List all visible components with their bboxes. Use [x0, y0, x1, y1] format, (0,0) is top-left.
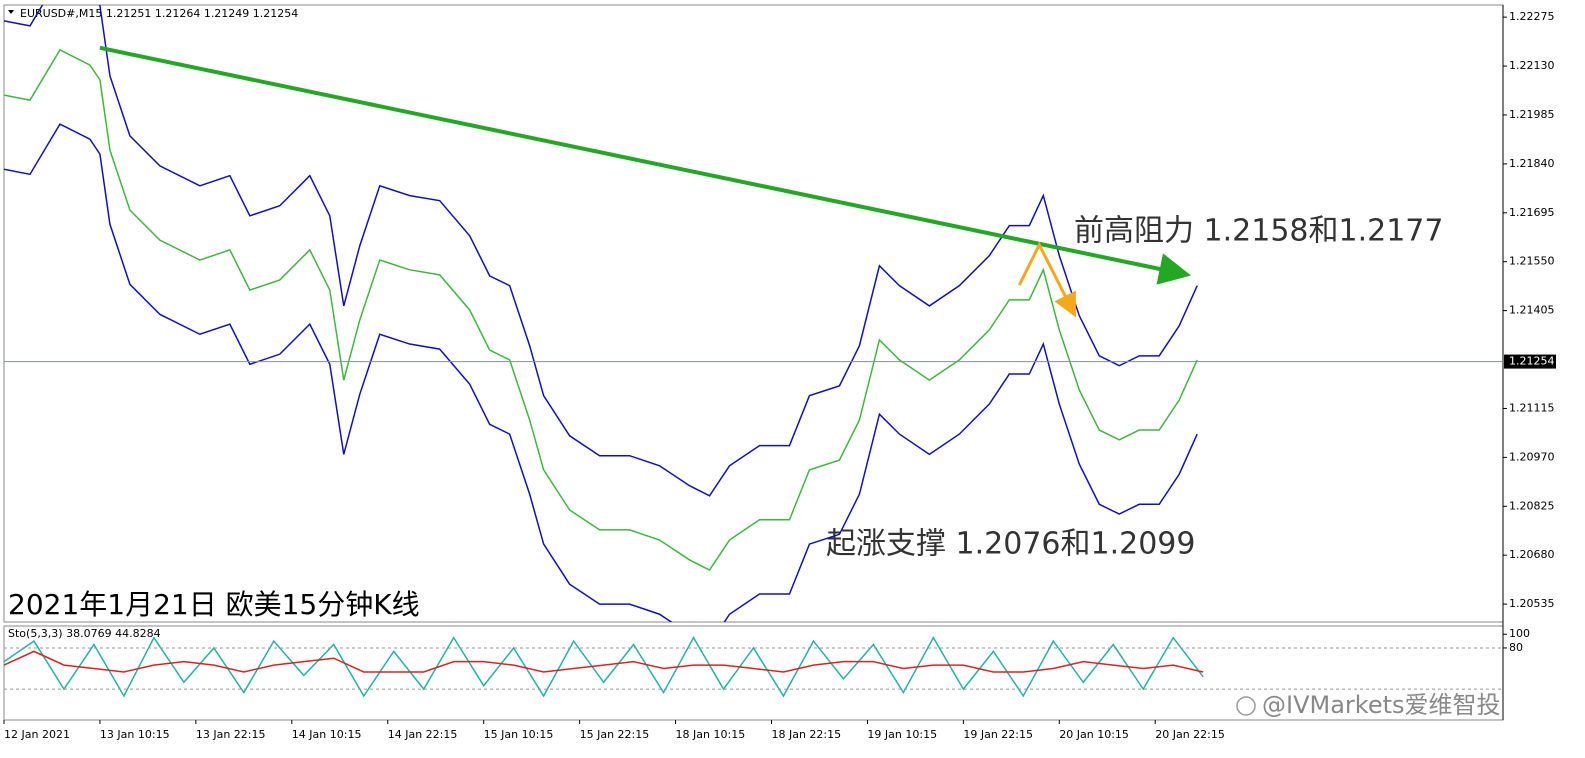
x-tick-label: 13 Jan 10:15	[100, 728, 170, 741]
annotation: 前高阻力 1.2158和1.2177	[1074, 214, 1443, 249]
x-tick-label: 13 Jan 22:15	[196, 728, 266, 741]
annotation: 起涨支撑 1.2076和1.2099	[826, 527, 1195, 562]
menu-icon[interactable]	[8, 10, 14, 14]
indicator-label: Sto(5,3,3) 38.0769 44.8284	[8, 627, 161, 640]
chart-title: 2021年1月21日 欧美15分钟K线	[8, 588, 420, 621]
watermark-logo	[1236, 696, 1256, 716]
y-tick-label: 1.21550	[1509, 255, 1555, 268]
x-tick-label: 12 Jan 2021	[4, 728, 70, 741]
x-tick-label: 15 Jan 10:15	[484, 728, 554, 741]
x-tick-label: 18 Jan 10:15	[676, 728, 746, 741]
last-price-box	[1504, 354, 1556, 369]
x-tick-label: 19 Jan 22:15	[963, 728, 1033, 741]
y-tick-label: 1.21695	[1509, 206, 1555, 219]
main-panel	[3, 4, 1504, 623]
plot-area	[4, 636, 1204, 698]
y-tick-label: 1.20535	[1509, 597, 1555, 610]
x-tick-label: 14 Jan 10:15	[292, 728, 362, 741]
y-tick-label: 1.20825	[1509, 499, 1555, 512]
x-tick-label: 20 Jan 22:15	[1155, 728, 1225, 741]
y-tick-label: 1.20970	[1509, 450, 1555, 463]
y-tick-label: 80	[1509, 641, 1523, 654]
last-price-label: 1.21254	[1509, 355, 1555, 368]
series-line	[4, 123, 1198, 622]
x-tick-label: 18 Jan 22:15	[771, 728, 841, 741]
y-tick-label: 100	[1509, 627, 1530, 640]
x-tick-label: 15 Jan 22:15	[580, 728, 650, 741]
header: EURUSD#,M15 1.21251 1.21264 1.21249 1.21…	[20, 7, 298, 20]
y-tick-label: 1.21840	[1509, 157, 1555, 170]
series-line	[4, 636, 1204, 698]
x-tick-label: 14 Jan 22:15	[388, 728, 458, 741]
x-tick-label: 19 Jan 10:15	[867, 728, 937, 741]
series-line	[4, 48, 1198, 572]
y-tick-label: 1.22275	[1509, 10, 1555, 23]
arrow	[1017, 241, 1076, 318]
watermark: @IVMarkets爱维智投	[1262, 691, 1501, 719]
y-tick-label: 1.22130	[1509, 59, 1555, 72]
y-tick-label: 1.21985	[1509, 108, 1555, 121]
y-tick-label: 1.20680	[1509, 548, 1555, 561]
plot-area	[4, 5, 1198, 622]
y-tick-label: 1.21405	[1509, 304, 1555, 317]
y-tick-label: 1.21115	[1509, 401, 1555, 414]
trendline	[99, 45, 1192, 285]
series-line	[4, 650, 1204, 673]
series-line	[4, 5, 1198, 497]
x-tick-label: 20 Jan 10:15	[1059, 728, 1129, 741]
